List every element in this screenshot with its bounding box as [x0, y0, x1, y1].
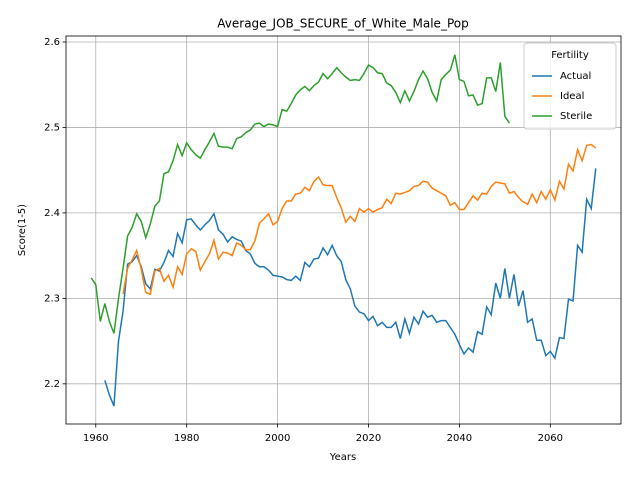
x-tick-label: 2020	[356, 433, 381, 444]
x-tick-label: 2040	[447, 433, 472, 444]
legend-label: Actual	[560, 71, 591, 82]
y-tick-label: 2.4	[44, 208, 60, 219]
x-axis-label: Years	[329, 452, 356, 463]
legend-label: Ideal	[560, 91, 584, 102]
series-line	[90, 54, 511, 334]
y-tick-label: 2.3	[44, 293, 60, 304]
x-tick-label: 2000	[265, 433, 290, 444]
y-tick-label: 2.2	[44, 379, 60, 390]
y-tick-label: 2.5	[44, 122, 60, 133]
legend-box	[523, 42, 617, 130]
chart-title: Average_JOB_SECURE_of_White_Male_Pop	[217, 17, 468, 31]
x-tick-label: 2060	[538, 433, 563, 444]
x-tick-label: 1960	[83, 433, 108, 444]
plot-frame	[65, 35, 622, 425]
y-tick-label: 2.6	[44, 37, 60, 48]
legend-label: Sterile	[560, 111, 592, 122]
x-tick-label: 1980	[174, 433, 199, 444]
legend-title: Fertility	[551, 50, 589, 61]
series-line	[104, 168, 597, 407]
series-line	[122, 143, 597, 296]
y-axis-label: Score(1-5)	[17, 204, 28, 256]
